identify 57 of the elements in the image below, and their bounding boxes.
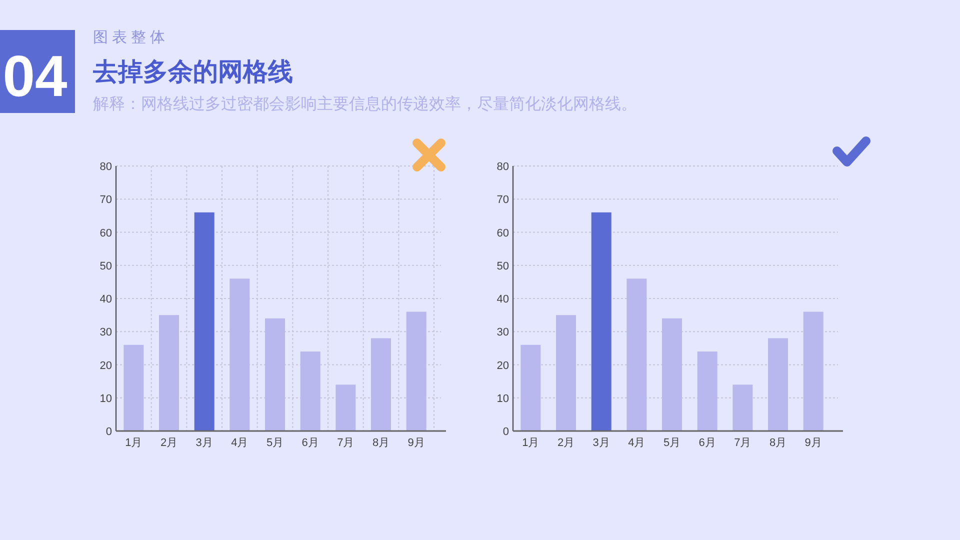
y-tick-label: 30	[100, 326, 112, 339]
y-tick-label: 60	[496, 227, 509, 240]
y-tick-label: 80	[496, 161, 509, 173]
y-tick-label: 80	[100, 161, 112, 173]
bar	[159, 315, 179, 431]
x-tick-label: 7月	[337, 437, 354, 449]
bar	[371, 338, 391, 431]
bar	[697, 352, 718, 431]
y-tick-label: 20	[100, 360, 112, 372]
y-tick-label: 40	[100, 294, 112, 306]
y-tick-label: 0	[106, 426, 112, 438]
bar	[265, 318, 285, 431]
x-tick-label: 9月	[804, 437, 822, 449]
y-tick-label: 20	[496, 360, 509, 372]
x-tick-label: 4月	[628, 437, 646, 449]
x-tick-label: 9月	[408, 437, 425, 449]
x-tick-label: 7月	[734, 437, 752, 449]
x-tick-label: 6月	[302, 437, 319, 449]
y-tick-label: 0	[502, 426, 509, 438]
x-tick-label: 3月	[592, 437, 610, 449]
text: 去掉多余的网格线	[92, 58, 293, 86]
bar	[662, 318, 682, 431]
text: 04	[2, 44, 68, 109]
x-tick-label: 5月	[663, 437, 681, 449]
bar	[300, 352, 320, 431]
bar	[768, 338, 788, 431]
y-tick-label: 10	[496, 392, 509, 405]
y-tick-label: 70	[100, 194, 112, 206]
bar	[124, 344, 144, 431]
x-tick-label: 4月	[231, 437, 248, 449]
x-tick-label: 6月	[698, 437, 716, 449]
bar	[732, 384, 753, 431]
bar	[406, 312, 426, 431]
y-tick-label: 10	[100, 392, 112, 405]
x-tick-label: 5月	[266, 437, 284, 449]
x-tick-label: 8月	[769, 437, 787, 449]
bar	[230, 278, 250, 431]
y-tick-label: 60	[100, 227, 112, 240]
y-tick-label: 70	[496, 194, 509, 206]
x-tick-label: 1月	[125, 437, 142, 449]
y-tick-label: 50	[496, 260, 509, 272]
bar	[556, 315, 576, 431]
x-tick-label: 2月	[557, 437, 575, 449]
x-tick-label: 1月	[522, 437, 540, 449]
text: 图表整体	[93, 29, 169, 46]
bar	[336, 384, 356, 431]
bar	[194, 212, 214, 431]
x-tick-label: 2月	[160, 437, 178, 449]
bar	[591, 212, 612, 431]
x-tick-label: 8月	[372, 437, 390, 449]
y-tick-label: 50	[100, 260, 112, 272]
bar	[803, 312, 824, 431]
x-tick-label: 3月	[196, 437, 213, 449]
y-tick-label: 40	[496, 294, 509, 306]
bar	[626, 278, 647, 431]
y-tick-label: 30	[496, 326, 509, 339]
bar	[520, 344, 541, 431]
